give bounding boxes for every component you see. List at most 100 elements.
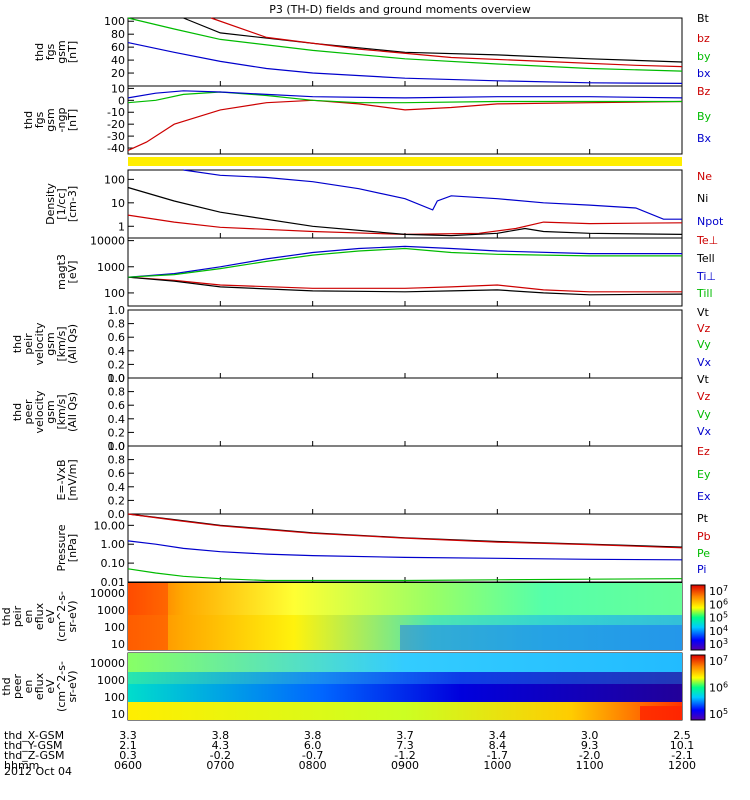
ylabel-line: peer [22,399,35,425]
ylabel-line: gsm [44,332,57,355]
ytick-label: 100 [104,691,125,704]
ytick-label: 0.0 [108,508,126,521]
ylabel-line: sr-eV) [66,670,79,702]
ytick-label: 10000 [90,587,125,600]
ytick-label: 0 [118,94,125,107]
footer-value: -2.1 [671,749,692,762]
ylabel-line: -ngp [55,108,68,133]
ylabel-line: gsm [44,400,57,423]
ylabel: thdpeervelocitygsm[km/s](All Qs) [11,390,79,433]
electron-spectrogram-low-energy [128,702,682,720]
ylabel-line: thd [11,335,24,353]
ytick-label: 0.4 [108,413,126,426]
electron-spectrogram-band-upper [128,672,682,684]
ylabel-line: thd [11,403,24,421]
colorbar-tick: 106 [709,597,728,611]
series-Pe [127,568,683,582]
ylabel-line: (cm^2-s- [55,661,68,712]
ylabel: thdpeerenefluxeV(cm^2-s-sr-eV) [0,661,79,712]
ytick-label: 1.00 [101,538,126,551]
ytick-label: 1 [118,220,125,233]
footer-value: 1100 [576,759,604,772]
ylabel-line: [nPa] [66,534,79,562]
panel-frame [127,169,683,239]
footer-value: 3.3 [119,729,137,742]
ytick-label: 1000 [97,674,125,687]
ytick-label: 100 [104,15,125,28]
legend-Vt: Vt [697,306,710,319]
ion-spectrogram-low-energy [128,615,682,650]
legend-Vz: Vz [697,390,711,403]
ylabel-line: eV [44,609,57,624]
ytick-label: 10 [111,197,125,210]
panel-4: 1.00.80.60.40.20.0thdpeirvelocitygsm[km/… [11,304,712,385]
legend-Bx: Bx [697,132,712,145]
legend-By: By [697,110,712,123]
ylabel-line: peir [11,605,24,627]
colorbar-tick: 107 [709,584,728,598]
ylabel: magt3[eV] [55,254,79,290]
legend-Tell: Tell [696,252,715,265]
ylabel-line: [km/s] [55,326,68,361]
series-Pb [127,513,683,549]
ytick-label: -40 [107,142,125,155]
ytick-label: 100 [104,173,125,186]
footer-value: -1.2 [394,749,415,762]
legend-Vz: Vz [697,322,711,335]
footer-value: -2.0 [579,749,600,762]
ylabel-line: thd [0,677,13,695]
legend-Bz: Bz [697,85,711,98]
ylabel-line: en [22,680,35,694]
colorbar-tick: 107 [709,654,728,668]
ytick-label: 0.2 [108,358,126,371]
ytick-label: 0.8 [108,318,126,331]
ylabel: Pressure[nPa] [55,524,79,571]
ytick-label: 0.8 [108,454,126,467]
legend-Ey: Ey [697,468,711,481]
legend-bz: bz [697,32,710,45]
ion-spectrogram [128,583,682,650]
legend-Bt: Bt [697,12,710,25]
series-by [127,17,683,72]
footer-value: 3.0 [581,729,599,742]
ylabel: thdfgsgsm[nT] [33,40,79,63]
ion-spectrogram-blue-patch [400,625,682,650]
ylabel-line: fgs [33,111,46,128]
ytick-label: -30 [107,130,125,143]
colorbar-tick: 105 [709,707,728,721]
series-Bt [183,17,683,63]
ylabel-line: velocity [33,390,46,433]
ephemeris-footer: thd_X-GSM 3.3 3.8 3.8 3.7 3.4 3.0 2.5 thd_Y-GSM 2… [4,729,696,772]
colorbar-tick: 105 [709,611,728,625]
ytick-label: 0.0 [108,372,126,385]
series-Ti⊥ [127,245,682,278]
ylabel: thdfgsgsm-ngp[nT] [22,108,79,133]
colorbar-tick: 106 [709,681,728,695]
ylabel-line: peir [22,333,35,355]
electron-spectrogram-hot-corner [640,706,682,720]
panel-frame [127,85,683,155]
ylabel-line: magt3 [55,254,68,290]
ylabel-line: eflux [33,602,46,630]
footer-value: 2.1 [119,739,137,752]
ylabel: E=-VxB[mV/m] [55,459,79,500]
ylabel-line: [km/s] [55,394,68,429]
ytick-label: 0.4 [108,345,126,358]
ytick-label: 0.0 [108,440,126,453]
ytick-label: 0.6 [108,467,126,480]
ytick-label: 0.6 [108,399,126,412]
ylabel-line: thd [22,111,35,129]
footer-value: 0600 [114,759,142,772]
footer-value: 0.3 [119,749,137,762]
footer-row-label: hhmm [4,759,39,772]
series-bx [127,42,683,84]
legend-Pe: Pe [697,547,710,560]
legend-Ni: Ni [697,192,708,205]
legend-Ex: Ex [697,490,711,503]
ylabel-line: thd [33,43,46,61]
footer-value: 1000 [483,759,511,772]
ylabel-line: thd [0,607,13,625]
